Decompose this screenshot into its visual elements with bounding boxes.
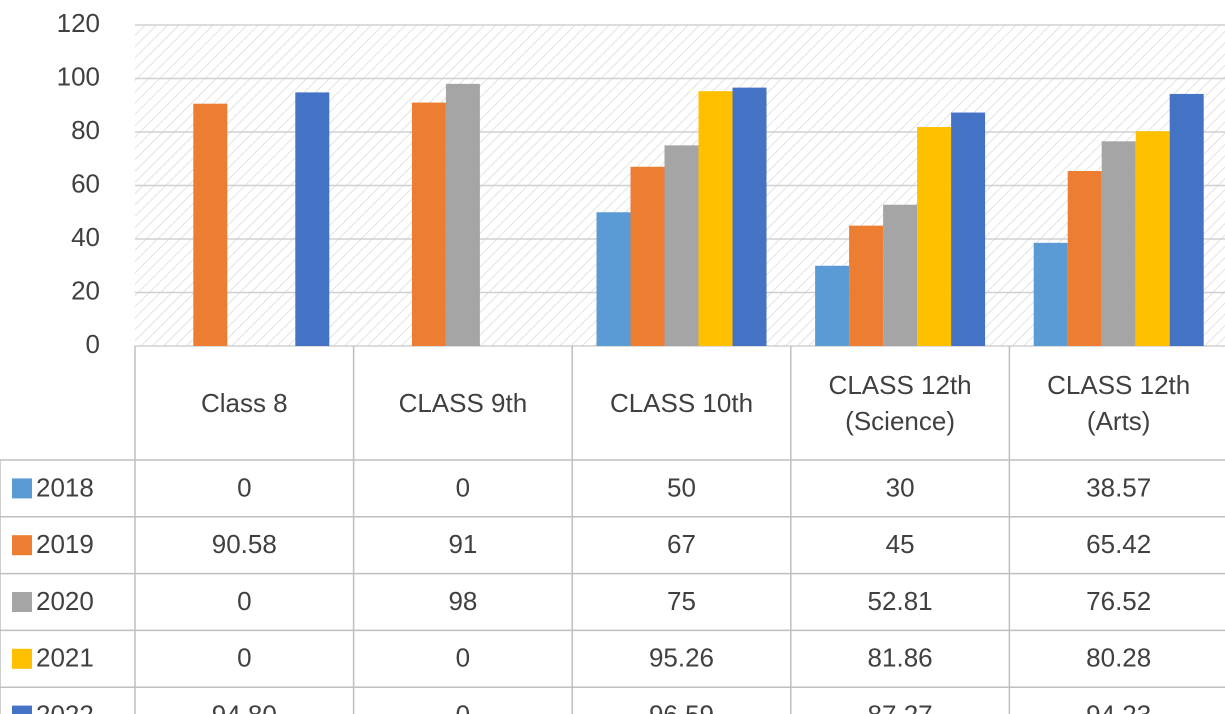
bar xyxy=(917,127,952,346)
bar xyxy=(630,166,665,346)
table-cell: 95.26 xyxy=(649,643,714,673)
category-label: Class 8 xyxy=(200,388,288,418)
table-cell: 30 xyxy=(886,472,915,502)
table-cell: 75 xyxy=(667,586,696,616)
bar xyxy=(1101,141,1136,346)
y-tick-label: 120 xyxy=(57,8,100,38)
legend-label: 2020 xyxy=(36,586,94,616)
table-cell: 94.80 xyxy=(212,699,277,714)
table-cell: 0 xyxy=(456,472,470,502)
legend-label: 2019 xyxy=(36,529,94,559)
bar xyxy=(883,204,918,346)
table-cell: 81.86 xyxy=(868,643,933,673)
legend-swatch xyxy=(12,648,32,669)
y-tick-label: 80 xyxy=(71,115,100,145)
y-tick-label: 100 xyxy=(57,61,100,91)
bar xyxy=(1169,93,1204,346)
bar xyxy=(596,212,631,346)
table-cell: 91 xyxy=(448,529,477,559)
bar xyxy=(815,265,850,346)
bar xyxy=(664,145,699,346)
bar xyxy=(698,91,733,346)
table-cell: 45 xyxy=(886,529,915,559)
table-cell: 50 xyxy=(667,472,696,502)
table-cell: 0 xyxy=(237,643,251,673)
bar xyxy=(445,83,480,346)
table-cell: 76.52 xyxy=(1086,586,1151,616)
table-cell: 90.58 xyxy=(212,529,277,559)
bar xyxy=(411,102,446,346)
table-cell: 87.27 xyxy=(868,699,933,714)
bar xyxy=(1033,242,1068,346)
bar xyxy=(951,112,986,346)
table-cell: 94.23 xyxy=(1086,699,1151,714)
bar xyxy=(1135,131,1170,346)
legend-swatch xyxy=(12,705,32,714)
y-tick-label: 20 xyxy=(71,275,100,305)
legend-swatch xyxy=(12,535,32,556)
legend-swatch xyxy=(12,478,32,499)
category-label: CLASS 12th (Science) xyxy=(828,370,972,436)
bar xyxy=(193,103,228,346)
table-cell: 38.57 xyxy=(1086,472,1151,502)
table-cell: 0 xyxy=(237,472,251,502)
y-tick-label: 40 xyxy=(71,222,100,252)
bar xyxy=(849,225,884,346)
table-cell: 0 xyxy=(237,586,251,616)
category-label: CLASS 12th (Arts) xyxy=(1047,370,1191,436)
table-cell: 80.28 xyxy=(1086,643,1151,673)
table-cell: 0 xyxy=(456,699,470,714)
table-cell: 96.59 xyxy=(649,699,714,714)
table-cell: 0 xyxy=(456,643,470,673)
table-cell: 67 xyxy=(667,529,696,559)
category-label: CLASS 9th xyxy=(398,388,528,418)
legend-label: 2022 xyxy=(36,699,94,714)
y-tick-label: 60 xyxy=(71,168,100,198)
bar xyxy=(295,92,330,346)
legend-label: 2021 xyxy=(36,643,94,673)
legend-label: 2018 xyxy=(36,472,94,502)
table-cell: 98 xyxy=(448,586,477,616)
y-tick-label: 0 xyxy=(86,329,100,359)
table-cell: 65.42 xyxy=(1086,529,1151,559)
legend-swatch xyxy=(12,592,32,612)
bar xyxy=(732,87,767,346)
table-cell: 52.81 xyxy=(868,586,933,616)
category-label: CLASS 10th xyxy=(609,388,754,418)
bar xyxy=(1067,171,1102,346)
